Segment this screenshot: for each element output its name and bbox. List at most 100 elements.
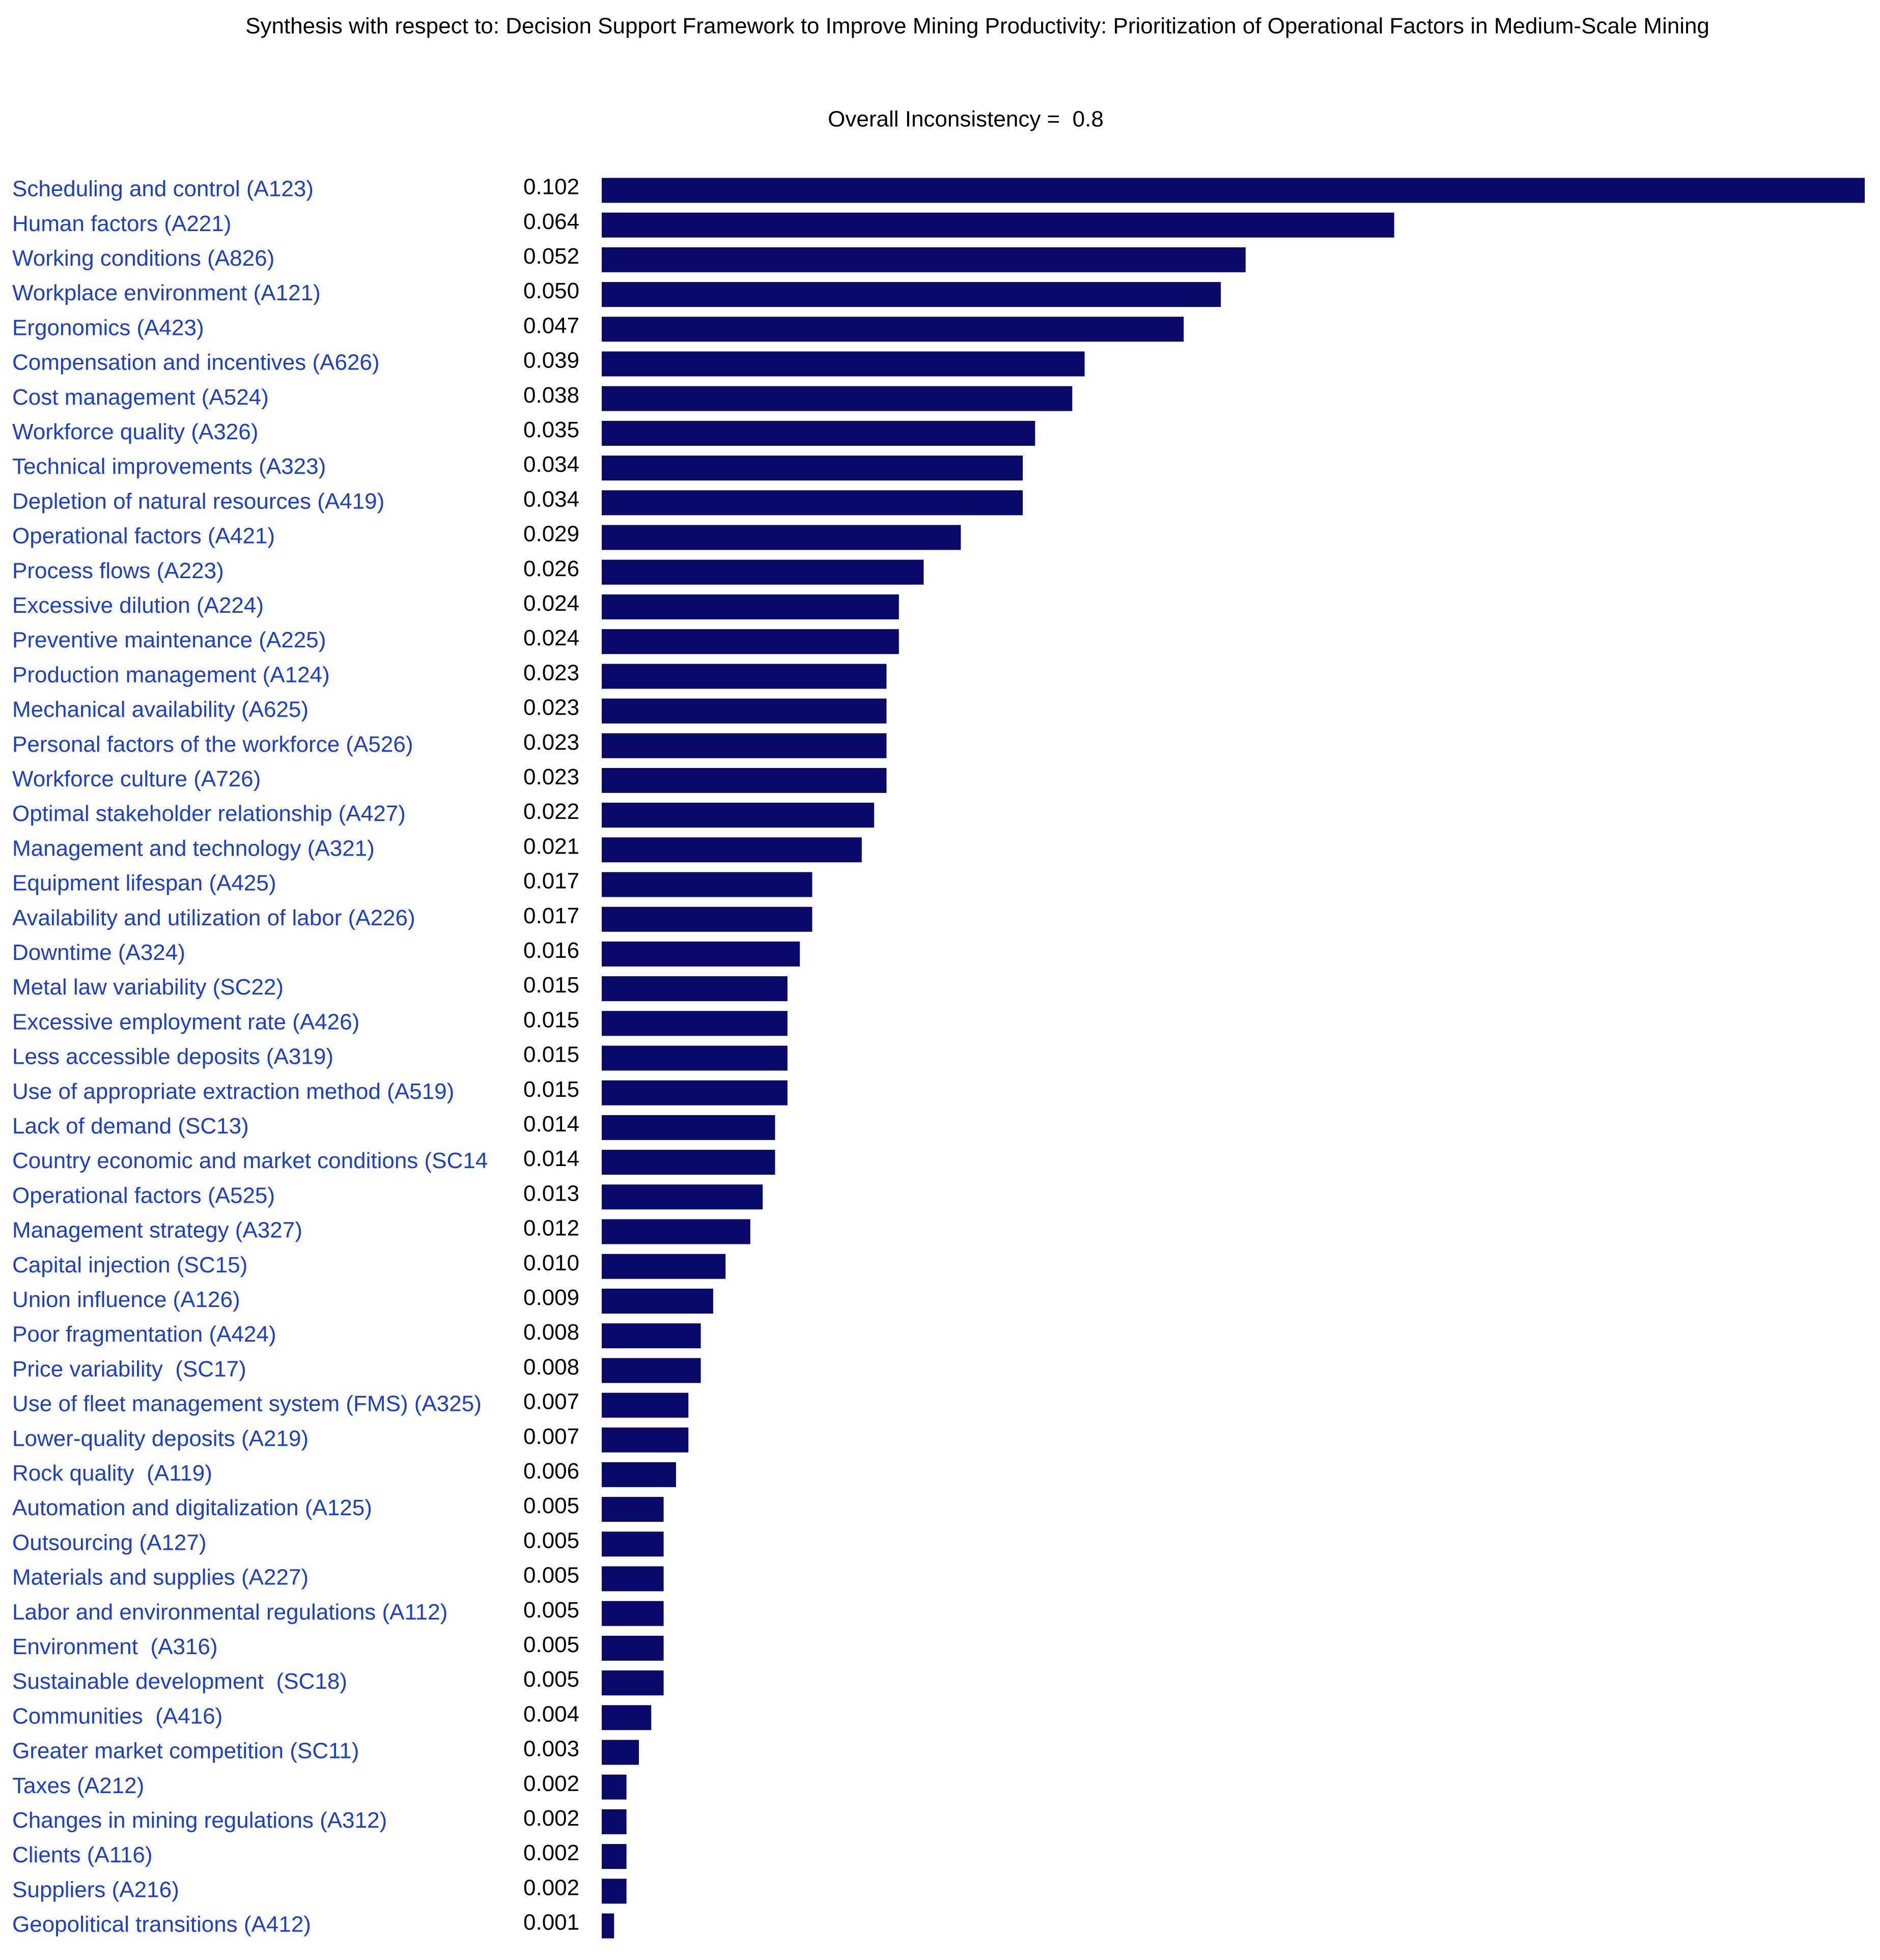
value-label: 0.002 [523,1875,579,1900]
bar [602,1809,627,1834]
value-label: 0.003 [523,1737,579,1762]
category-label: Mechanical availability (A625) [12,697,308,722]
category-label: Workforce culture (A726) [12,766,261,791]
value-label: 0.014 [523,1112,579,1137]
chart-subtitle: Overall Inconsistency = 0.8 [828,107,1104,132]
value-label: 0.005 [523,1598,579,1623]
chart-title: Synthesis with respect to: Decision Supp… [245,14,1709,39]
value-label: 0.005 [523,1528,579,1553]
bar [602,386,1073,411]
bar [602,525,961,550]
category-label: Lower-quality deposits (A219) [12,1426,308,1451]
value-label: 0.013 [523,1181,579,1206]
value-label: 0.005 [523,1493,579,1518]
value-label: 0.023 [523,730,579,755]
category-label: Communities (A416) [12,1703,222,1728]
category-label: Automation and digitalization (A125) [12,1495,372,1520]
bar [602,1462,676,1487]
bar [602,1670,664,1696]
value-label: 0.002 [523,1840,579,1865]
category-label: Materials and supplies (A227) [12,1565,308,1590]
category-label: Less accessible deposits (A319) [12,1044,333,1069]
bar [602,872,812,897]
category-label: Labor and environmental regulations (A11… [12,1600,447,1625]
value-label: 0.029 [523,522,579,547]
category-label: Sustainable development (SC18) [12,1669,347,1694]
category-label: Excessive employment rate (A426) [12,1009,359,1034]
bar [602,837,862,863]
bar [602,559,924,585]
value-label: 0.007 [523,1389,579,1414]
category-label: Compensation and incentives (A626) [12,350,380,375]
bar [602,1080,788,1105]
category-label: Equipment lifespan (A425) [12,871,276,896]
value-label: 0.012 [523,1216,579,1241]
category-label: Rock quality (A119) [12,1461,212,1486]
bar [602,490,1023,516]
bar [602,1705,652,1730]
value-label: 0.039 [523,348,579,373]
bar [602,1288,713,1314]
bar [602,976,788,1002]
category-label: Availability and utilization of labor (A… [12,905,415,930]
category-label: Personal factors of the workforce (A526) [12,732,413,757]
value-label: 0.007 [523,1424,579,1449]
category-label: Union influence (A126) [12,1287,240,1312]
value-label: 0.024 [523,626,579,650]
category-label: Excessive dilution (A224) [12,593,264,618]
value-label: 0.005 [523,1563,579,1588]
bar [602,1774,627,1800]
bar [602,1115,775,1140]
bar [602,212,1394,238]
category-label: Operational factors (A421) [12,524,275,549]
value-label: 0.008 [523,1354,579,1379]
category-label: Scheduling and control (A123) [12,177,314,202]
category-label: Downtime (A324) [12,940,185,965]
category-label: Cost management (A524) [12,385,269,410]
bar [602,1323,701,1349]
category-label: Suppliers (A216) [12,1877,179,1902]
value-label: 0.102 [523,175,579,200]
bar [602,420,1035,446]
value-label: 0.001 [523,1910,579,1935]
bar [602,1497,664,1522]
value-label: 0.026 [523,556,579,581]
category-label: Capital injection (SC15) [12,1253,247,1277]
value-label: 0.008 [523,1320,579,1345]
category-label: Production management (A124) [12,662,330,687]
bar [602,1358,701,1383]
value-label: 0.005 [523,1632,579,1657]
value-label: 0.002 [523,1806,579,1831]
bar [602,247,1246,272]
bar [602,629,899,655]
bar [602,1045,788,1071]
category-label: Outsourcing (A127) [12,1530,207,1555]
category-label: Working conditions (A826) [12,246,274,271]
category-label: Operational factors (A525) [12,1183,275,1208]
bar [602,351,1085,377]
category-label: Workplace environment (A121) [12,280,321,305]
bar [602,1740,639,1765]
category-label: Use of appropriate extraction method (A5… [12,1079,454,1104]
value-label: 0.038 [523,383,579,408]
category-label: Taxes (A212) [12,1773,144,1798]
value-label: 0.015 [523,973,579,998]
value-label: 0.050 [523,278,579,303]
category-label: Workforce quality (A326) [12,419,258,444]
value-label: 0.002 [523,1771,579,1796]
bar [602,1393,689,1418]
value-label: 0.010 [523,1251,579,1275]
value-label: 0.064 [523,209,579,234]
value-label: 0.052 [523,244,579,269]
category-label: Geopolitical transitions (A412) [12,1912,311,1937]
value-label: 0.015 [523,1077,579,1102]
category-label: Ergonomics (A423) [12,315,204,340]
category-label: Changes in mining regulations (A312) [12,1808,387,1833]
bar [602,282,1221,307]
category-label: Greater market competition (SC11) [12,1739,359,1764]
category-label: Price variability (SC17) [12,1356,246,1381]
bar [602,1219,750,1244]
bar [602,941,800,967]
